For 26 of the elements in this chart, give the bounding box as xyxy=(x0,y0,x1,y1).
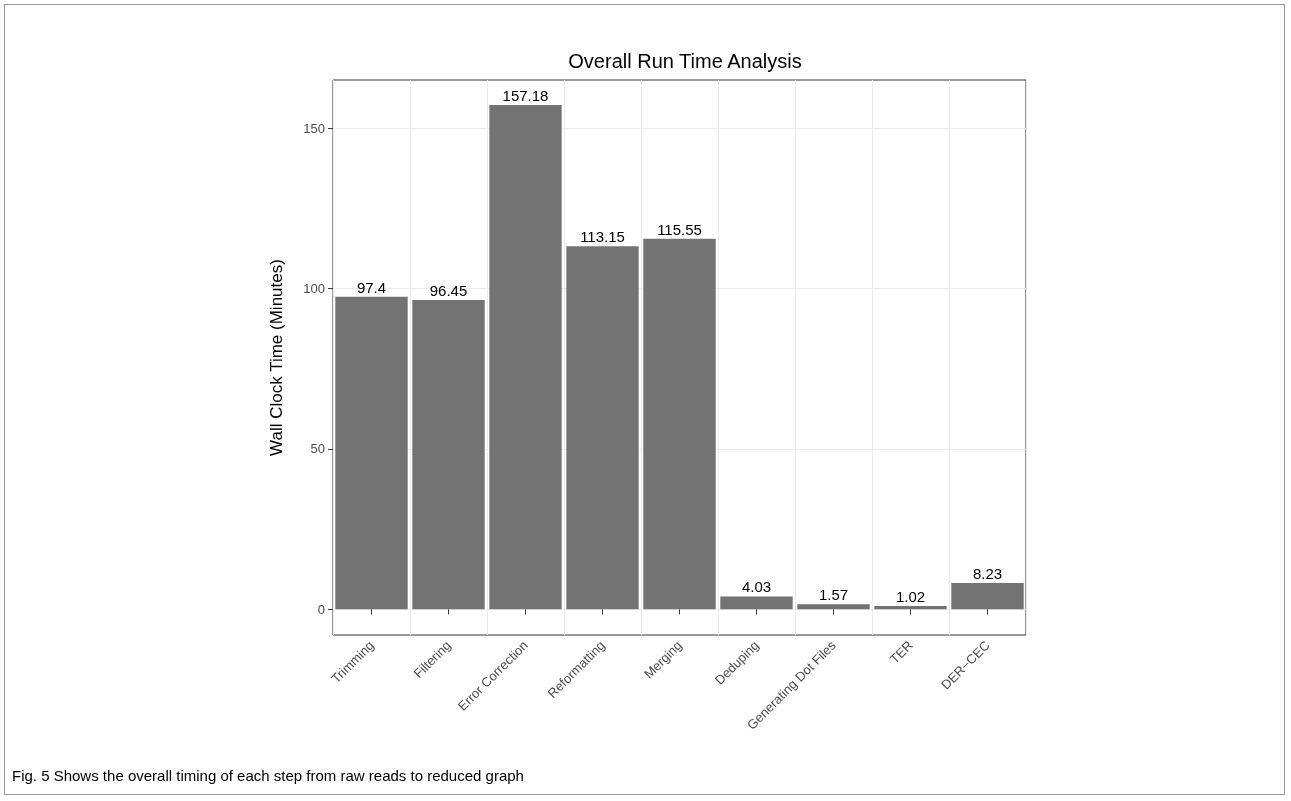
y-tick-label: 150 xyxy=(303,120,325,136)
data-label: 4.03 xyxy=(741,578,772,596)
bar xyxy=(335,296,408,610)
bar xyxy=(720,596,793,610)
data-label: 1.02 xyxy=(895,588,926,606)
bar xyxy=(566,246,639,610)
chart-title: Overall Run Time Analysis xyxy=(568,50,802,72)
bar xyxy=(797,604,870,610)
bar xyxy=(489,105,562,610)
x-tick-label: TER xyxy=(886,637,916,667)
y-axis-title: Wall Clock Time (Minutes) xyxy=(267,259,286,456)
data-label: 115.55 xyxy=(657,220,702,238)
bar xyxy=(412,299,485,610)
data-label: 157.18 xyxy=(502,87,549,105)
bar xyxy=(874,606,947,610)
y-tick-label: 50 xyxy=(310,441,325,457)
bar xyxy=(951,582,1024,610)
data-label: 96.45 xyxy=(429,281,468,299)
data-label: 113.15 xyxy=(580,228,625,246)
data-label: 1.57 xyxy=(818,586,849,604)
bar xyxy=(643,238,716,610)
data-label: 8.23 xyxy=(972,564,1003,582)
y-tick-label: 100 xyxy=(303,281,325,297)
data-label: 97.4 xyxy=(356,278,387,296)
caption: Fig. 5 Shows the overall timing of each step from raw reads to reduced graph xyxy=(12,767,524,784)
y-tick-label: 0 xyxy=(317,601,325,617)
